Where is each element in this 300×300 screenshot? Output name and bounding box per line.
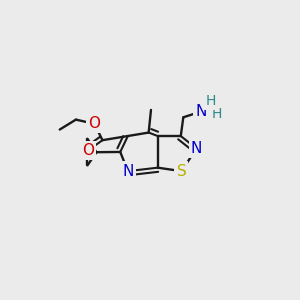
Text: N: N (122, 164, 134, 178)
Text: H: H (206, 94, 216, 108)
Text: O: O (82, 143, 94, 158)
Text: N: N (195, 104, 207, 119)
Text: O: O (88, 116, 101, 131)
Text: N: N (191, 141, 202, 156)
Text: S: S (177, 164, 186, 178)
Text: H: H (212, 107, 222, 121)
